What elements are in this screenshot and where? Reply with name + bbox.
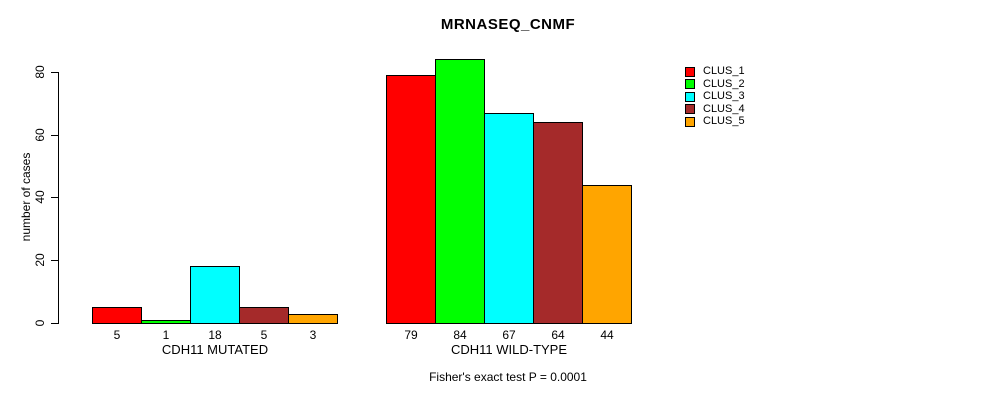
- bar-clus_3-group1: [190, 266, 240, 324]
- y-axis-tick: [51, 72, 58, 73]
- bar-value-label: 1: [162, 328, 170, 342]
- legend-swatch-icon: [685, 116, 695, 127]
- legend-item-label: CLUS_5: [703, 115, 745, 128]
- bar-value-label: 64: [551, 328, 565, 342]
- y-axis-line: [58, 72, 59, 324]
- bar-clus_4-group1: [239, 307, 289, 324]
- legend-item-clus_1: CLUS_1: [685, 66, 745, 77]
- bar-clus_2-group1: [141, 320, 191, 324]
- y-axis-label: number of cases: [19, 152, 33, 242]
- legend-item-label: CLUS_3: [703, 90, 745, 103]
- bar-clus_4-group2: [533, 122, 583, 324]
- legend-swatch-icon: [685, 104, 695, 115]
- bar-value-label: 44: [600, 328, 614, 342]
- group-label-cdh11-mutated: CDH11 MUTATED: [161, 342, 269, 357]
- bar-clus_3-group2: [484, 113, 534, 324]
- y-axis-tick-label: 20: [33, 253, 47, 267]
- legend-item-label: CLUS_2: [703, 77, 745, 90]
- chart-title: MRNASEQ_CNMF: [440, 16, 576, 33]
- y-axis-tick: [51, 323, 58, 324]
- y-axis-tick-label: 80: [33, 65, 47, 79]
- y-axis-tick: [51, 197, 58, 198]
- bar-clus_5-group2: [582, 185, 632, 324]
- group-label-cdh11-wild-type: CDH11 WILD-TYPE: [450, 342, 568, 357]
- bar-clus_5-group1: [288, 314, 338, 324]
- y-axis-tick-label: 0: [33, 319, 47, 327]
- bar-clus_1-group2: [386, 75, 436, 324]
- legend-swatch-icon: [685, 91, 695, 102]
- legend-item-label: CLUS_1: [703, 65, 745, 77]
- legend-item-clus_4: CLUS_4: [685, 102, 745, 115]
- bar-value-label: 79: [404, 328, 418, 342]
- y-axis-tick-label: 40: [33, 190, 47, 204]
- bar-value-label: 5: [113, 328, 121, 342]
- bar-value-label: 67: [502, 328, 516, 342]
- legend-item-clus_2: CLUS_2: [685, 77, 745, 90]
- bar-clus_1-group1: [92, 307, 142, 324]
- legend-swatch-icon: [685, 66, 695, 77]
- bar-value-label: 3: [309, 328, 317, 342]
- bar-clus_2-group2: [435, 59, 485, 324]
- y-axis-tick-label: 60: [33, 128, 47, 142]
- legend-item-clus_5: CLUS_5: [685, 116, 745, 127]
- legend-swatch-icon: [685, 79, 695, 90]
- legend-item-clus_3: CLUS_3: [685, 91, 745, 102]
- caption-fishers-test: Fisher's exact test P = 0.0001: [429, 370, 587, 384]
- bar-value-label: 5: [260, 328, 268, 342]
- bar-value-label: 18: [208, 328, 222, 342]
- y-axis-tick: [51, 260, 58, 261]
- y-axis-tick: [51, 135, 58, 136]
- legend-item-label: CLUS_4: [703, 102, 745, 115]
- bar-value-label: 84: [453, 328, 467, 342]
